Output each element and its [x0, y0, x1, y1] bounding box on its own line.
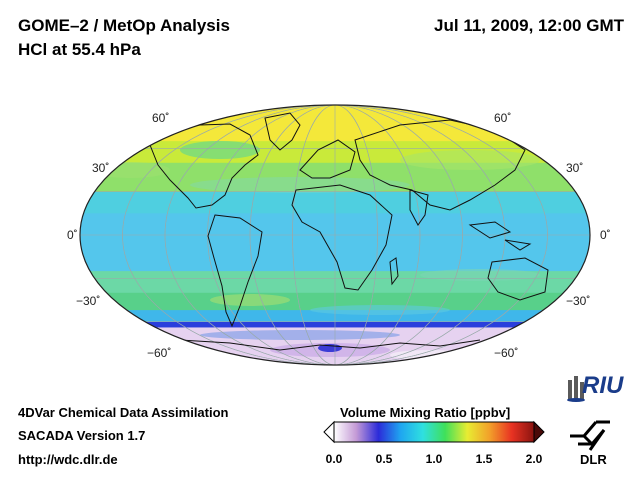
meridian-line [164, 105, 506, 365]
footer-line1: 4DVar Chemical Data Assimilation [18, 405, 229, 420]
colorbar-tick: 2.0 [525, 452, 543, 466]
lat-label-right-60: 60˚ [494, 111, 512, 125]
meridian-line [122, 105, 548, 365]
datetime-label: Jul 11, 2009, 12:00 GMT [434, 16, 624, 35]
lat-label-right-0: 0˚ [600, 228, 611, 242]
riu-logo: RIU [566, 372, 630, 404]
lat-label-right-m60: −60˚ [494, 346, 519, 360]
riu-logo-text: RIU [582, 372, 624, 399]
lat-label-left-m30: −30˚ [76, 294, 101, 308]
riu-logo-icon [567, 376, 585, 402]
meridian-line [292, 105, 378, 365]
colorbar-tick: 0.5 [375, 452, 393, 466]
dlr-logo-icon [570, 420, 610, 451]
lat-label-left-0: 0˚ [67, 228, 78, 242]
colorbar-tick: 1.5 [475, 452, 493, 466]
world-map [79, 104, 591, 366]
colorbar-title: Volume Mixing Ratio [ppbv] [340, 405, 511, 420]
coastlines [149, 112, 576, 351]
meridian-line [207, 105, 463, 365]
footer-line2: SACADA Version 1.7 [18, 428, 146, 443]
colorbar-tick: 0.0 [325, 452, 343, 466]
dlr-logo-text: DLR [580, 452, 607, 467]
map-outline [79, 104, 591, 366]
colorbar-max-arrow [533, 420, 545, 444]
lat-label-left-30: 30˚ [92, 161, 110, 175]
title-line2: HCl at 55.4 hPa [18, 40, 141, 59]
lat-label-left-60: 60˚ [152, 111, 170, 125]
meridian-line [249, 105, 421, 365]
title-line1: GOME–2 / MetOp Analysis [18, 16, 230, 35]
footer-link[interactable]: http://wdc.dlr.de [18, 452, 118, 467]
colorbar-tick: 1.0 [425, 452, 443, 466]
field-blotches [90, 141, 540, 360]
graticule [80, 105, 590, 365]
lat-label-right-m30: −30˚ [566, 294, 591, 308]
lat-label-right-30: 30˚ [566, 161, 584, 175]
lat-label-left-m60: −60˚ [147, 346, 172, 360]
colorbar-gradient [333, 421, 535, 443]
colorbar-min-arrow [323, 420, 335, 444]
colorbar [323, 420, 545, 444]
